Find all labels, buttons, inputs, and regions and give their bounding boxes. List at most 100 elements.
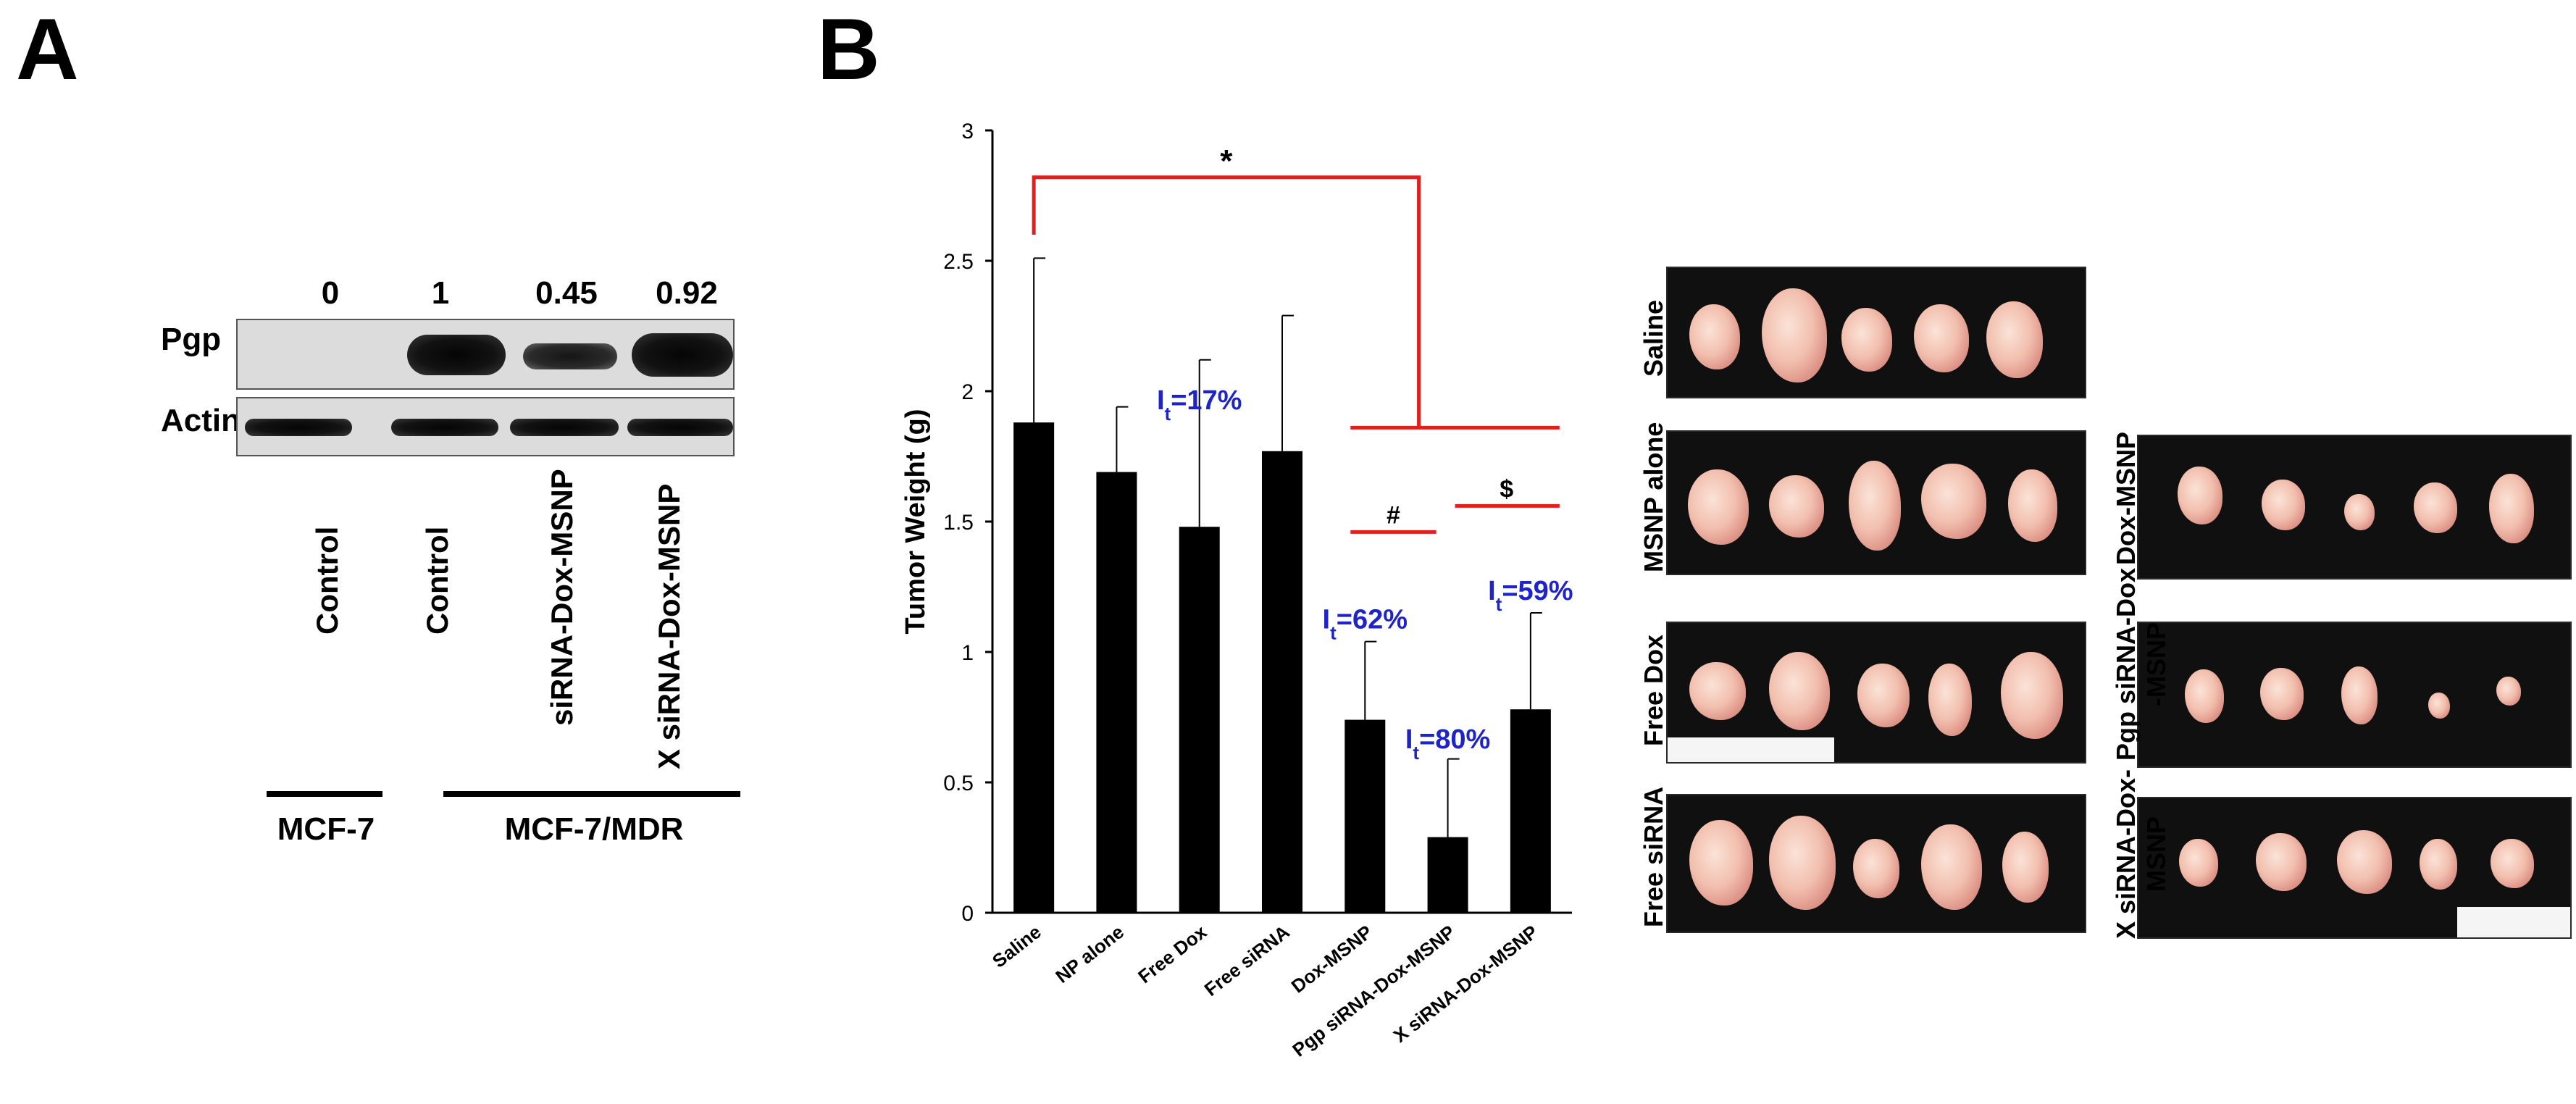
photo-white-patch	[2457, 907, 2570, 937]
y-tick-label: 0.5	[943, 771, 974, 795]
tumor	[1914, 304, 1969, 372]
tumor	[2178, 467, 2222, 524]
tumor	[1689, 304, 1740, 369]
significance-symbol-star: *	[1220, 143, 1233, 179]
pgp-ratio-lane-2: 1	[431, 275, 450, 311]
tumor	[1928, 664, 1972, 736]
bar-4	[1345, 719, 1386, 913]
group-line-mcf7-mdr	[443, 791, 740, 797]
photo-label-line: MSNP alone	[1639, 422, 1668, 572]
tumor	[2002, 832, 2049, 903]
x-tick-label: Free Dox	[1134, 921, 1211, 987]
photo-label-line: Free Dox	[1639, 634, 1668, 746]
tumor	[2420, 839, 2457, 890]
group-line-mcf7	[267, 791, 382, 797]
tumor-photo-7	[2137, 797, 2572, 939]
tumor	[1921, 464, 1986, 539]
pgp-band-lane-2	[407, 335, 506, 375]
lane-label-1: Control	[310, 526, 344, 635]
x-tick-label: Saline	[988, 921, 1045, 972]
tumor	[1688, 469, 1749, 545]
tumor	[2185, 669, 2224, 723]
significance-symbol-hash: #	[1387, 501, 1400, 529]
tumor	[1841, 308, 1892, 372]
pgp-ratio-lane-1: 0	[321, 275, 340, 311]
photo-label-line: MSNP	[2141, 816, 2171, 892]
tumor	[1849, 461, 1901, 551]
tumor	[1762, 288, 1827, 382]
actin-band-label: Actin	[161, 403, 241, 438]
tumor	[2179, 839, 2218, 887]
y-tick-label: 3	[961, 120, 974, 143]
bar-5	[1427, 837, 1468, 913]
photo-label-line: Saline	[1639, 299, 1668, 377]
pgp-band-label: Pgp	[161, 322, 222, 357]
tumor	[1689, 820, 1753, 906]
tumor	[2260, 668, 2304, 720]
y-tick-label: 2	[961, 380, 974, 404]
inhibition-label: It=17%	[1157, 385, 1242, 425]
actin-band-lane-3	[510, 419, 619, 436]
pgp-ratio-lane-4: 0.92	[656, 275, 718, 311]
tumor	[2496, 677, 2521, 706]
photo-label-2: MSNP alone	[1639, 422, 1669, 572]
tumor	[2256, 833, 2307, 891]
tumor-photo-5	[2137, 435, 2572, 580]
actin-band-lane-2	[391, 419, 498, 436]
lane-label-4: X siRNA-Dox-MSNP	[652, 483, 686, 769]
y-tick-label: 0	[961, 902, 974, 926]
panel-letter-a: A	[16, 1, 79, 98]
tumor	[2428, 693, 2450, 719]
y-tick-label: 1	[961, 641, 974, 665]
photo-label-3: Free Dox	[1639, 635, 1669, 746]
photo-label-5: Dox-MSNP	[2111, 432, 2141, 565]
tumor-weight-bar-chart: 0 0.5 1 1.5 2 2.5 3 Tumor Weight (g) * # $ Saline…	[900, 120, 1573, 1061]
tumor-photo-2	[1666, 430, 2086, 575]
bar-3	[1262, 451, 1302, 913]
photo-label-6: Pgp siRNA-Dox -MSNP	[2111, 568, 2172, 761]
inhibition-label: It=80%	[1405, 724, 1490, 764]
panel-a-western-blot: A 0 1 0.45 0.92 Pgp Actin Control Contro…	[0, 0, 740, 1104]
photo-label-7: X siRNA-Dox- MSNP	[2111, 769, 2172, 939]
x-tick-label: Free siRNA	[1200, 921, 1294, 1000]
x-tick-label: NP alone	[1051, 921, 1128, 987]
photo-white-patch	[1668, 737, 1834, 762]
tumor	[2001, 652, 2063, 739]
pgp-band-lane-3	[523, 343, 617, 369]
actin-band-lane-1	[245, 419, 352, 436]
x-tick-label: Pgp siRNA-Dox-MSNP	[1288, 921, 1459, 1061]
tumor	[1769, 475, 1824, 538]
tumor	[1769, 652, 1830, 730]
x-tick-label: X siRNA-Dox-MSNP	[1389, 921, 1542, 1047]
actin-blot-strip	[236, 397, 735, 456]
bar-0	[1013, 422, 1055, 913]
pgp-band-lane-4	[632, 333, 733, 377]
tumor	[2337, 830, 2392, 894]
tumor	[2414, 482, 2457, 533]
tumor	[2491, 839, 2534, 888]
panel-letter-b: B	[817, 1, 880, 98]
tumor-photo-1	[1666, 267, 2086, 398]
photo-label-1: Saline	[1639, 300, 1669, 377]
photo-label-line: Free siRNA	[1639, 786, 1668, 927]
tumor-photo-3	[1666, 622, 2086, 764]
group-label-mcf7-mdr: MCF-7/MDR	[504, 811, 684, 847]
pgp-ratio-lane-3: 0.45	[535, 275, 598, 311]
y-axis-label: Tumor Weight (g)	[900, 409, 931, 635]
group-label-mcf7: MCF-7	[277, 811, 375, 847]
pgp-blot-strip	[236, 319, 735, 390]
significance-symbol-dollar: $	[1500, 475, 1513, 503]
inhibition-label: It=62%	[1323, 605, 1408, 644]
inhibition-label: It=59%	[1488, 576, 1573, 615]
tumor	[1921, 824, 1982, 910]
tumor	[1857, 664, 1910, 727]
y-tick-label: 1.5	[943, 511, 974, 535]
tumor-photo-6	[2137, 622, 2572, 768]
tumor	[1986, 301, 2043, 378]
photo-label-line: X siRNA-Dox-	[2111, 769, 2141, 939]
tumor	[2008, 469, 2057, 542]
tumor	[1769, 816, 1836, 910]
tumor	[2262, 480, 2305, 530]
bar-2	[1179, 527, 1220, 913]
photo-label-4: Free siRNA	[1639, 787, 1669, 927]
